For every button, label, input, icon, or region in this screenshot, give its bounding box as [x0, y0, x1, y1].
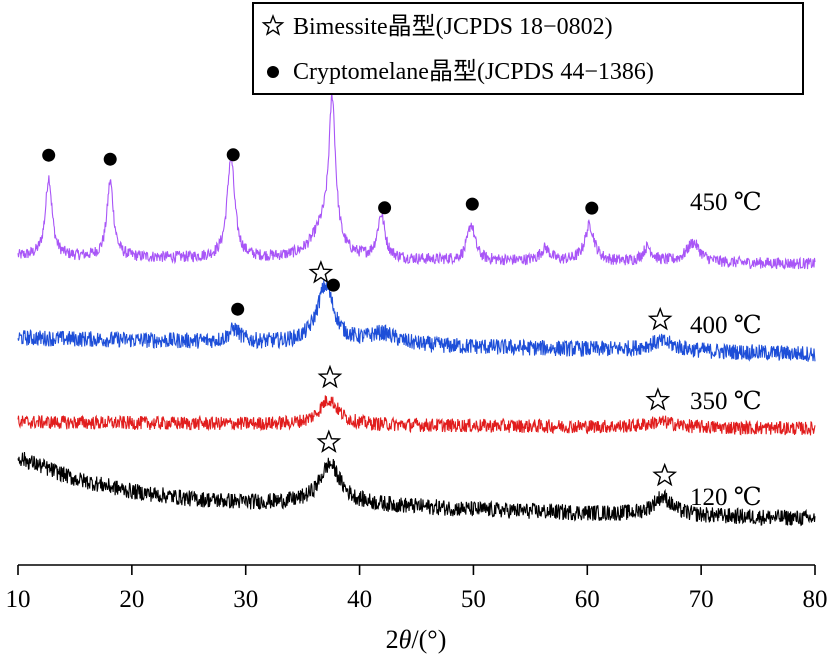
series-label-layer: 450 ℃ 400 ℃ 350 ℃ 120 ℃: [690, 189, 762, 511]
x-tick-label: 70: [689, 586, 714, 613]
bimessite-star-marker: [647, 306, 673, 331]
x-tick-label: 20: [119, 586, 144, 613]
legend-label-bimessite: Bimessite晶型(JCPDS 18−0802): [293, 13, 613, 40]
x-tick-label: 60: [575, 586, 600, 613]
cryptomelane-dot-marker: [378, 201, 392, 215]
x-axis-label: 2θ/(°): [386, 625, 447, 654]
series-line-350C: [17, 395, 816, 436]
bimessite-star-marker: [316, 429, 342, 453]
series-line-450C: [17, 92, 816, 270]
legend-box: [252, 2, 804, 95]
legend-dot-icon: [267, 66, 279, 78]
x-tick-layer: 10 20 30 40 50 60 70 80: [6, 565, 828, 613]
series-label: 450 ℃: [690, 189, 762, 216]
bimessite-star-marker: [652, 462, 678, 487]
cryptomelane-dot-marker: [226, 148, 240, 162]
marker-layer: [42, 78, 678, 487]
x-axis: 10 20 30 40 50 60 70 80 2θ/(°): [6, 564, 828, 654]
cryptomelane-dot-marker: [465, 197, 479, 211]
x-tick-label: 10: [6, 586, 31, 613]
series-line-400C: [17, 279, 816, 362]
series-line-120C: [17, 452, 816, 527]
series-layer: [17, 92, 816, 527]
x-tick-label: 30: [233, 586, 258, 613]
cryptomelane-dot-marker: [103, 152, 117, 166]
x-tick-label: 80: [803, 586, 828, 613]
cryptomelane-dot-marker: [326, 278, 340, 292]
series-label: 400 ℃: [690, 312, 762, 339]
series-label: 120 ℃: [690, 484, 762, 511]
bimessite-star-marker: [317, 364, 343, 389]
legend: Bimessite晶型(JCPDS 18−0802) Cryptomelane晶…: [252, 2, 804, 95]
cryptomelane-dot-marker: [231, 302, 245, 316]
bimessite-star-marker: [645, 387, 671, 411]
bimessite-star-marker: [308, 260, 334, 284]
series-label: 350 ℃: [690, 388, 762, 415]
legend-star-icon: [261, 14, 285, 36]
x-tick-label: 40: [347, 586, 372, 613]
legend-label-cryptomelane: Cryptomelane晶型(JCPDS 44−1386): [293, 58, 654, 85]
cryptomelane-dot-marker: [42, 148, 56, 162]
x-tick-label: 50: [461, 586, 486, 613]
cryptomelane-dot-marker: [585, 201, 599, 215]
